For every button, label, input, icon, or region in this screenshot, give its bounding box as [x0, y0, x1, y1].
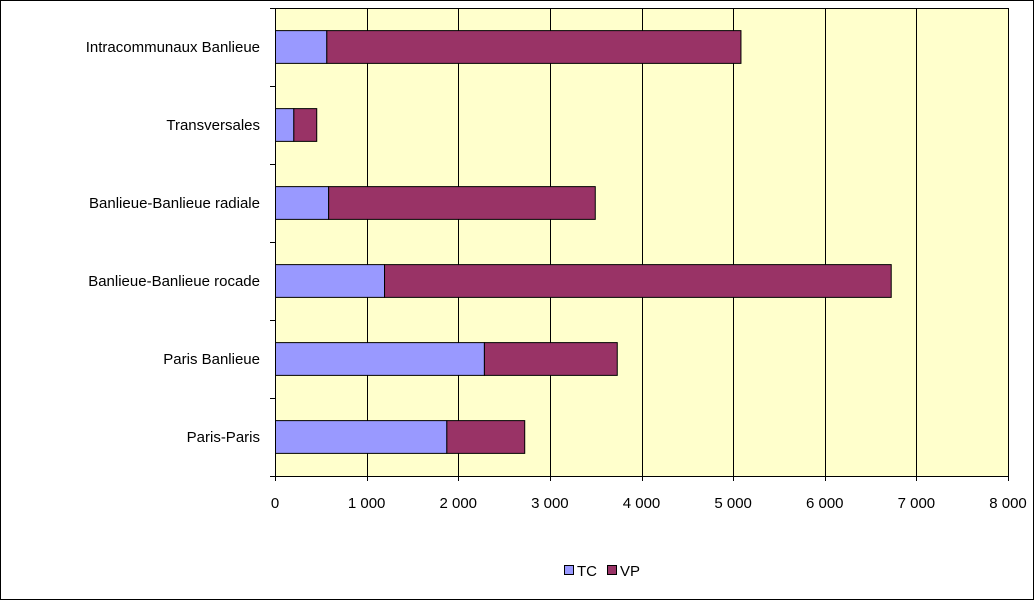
legend-swatch-vp [607, 565, 617, 575]
bar-tc [275, 108, 295, 142]
x-tick-label: 7 000 [898, 495, 936, 512]
x-tick-label: 6 000 [806, 495, 844, 512]
legend-swatch-tc [564, 565, 574, 575]
bar-vp [384, 264, 892, 298]
x-tick-label: 0 [271, 495, 279, 512]
x-tick-label: 8 000 [989, 495, 1027, 512]
category-label: Banlieue-Banlieue radiale [89, 195, 260, 212]
category-labels: Paris-Paris Paris Banlieue Banlieue-Banlie… [86, 39, 260, 446]
legend-label-tc: TC [577, 563, 597, 580]
bar-vp [446, 420, 526, 454]
gridlines [367, 8, 1009, 476]
x-tick-label: 3 000 [531, 495, 569, 512]
legend-label-vp: VP [620, 563, 640, 580]
bar-vp [293, 108, 318, 142]
legend: TC VP [564, 563, 640, 580]
x-tick-label: 1 000 [348, 495, 386, 512]
category-label: Intracommunaux Banlieue [86, 39, 260, 56]
x-tick-labels: 0 1 000 2 000 3 000 4 000 5 000 6 000 7 000 8 00… [271, 495, 1027, 512]
bar-vp [483, 342, 618, 376]
bar-tc [275, 342, 485, 376]
x-tick-label: 5 000 [714, 495, 752, 512]
axes [270, 8, 1009, 481]
x-tick-label: 4 000 [623, 495, 661, 512]
bar-tc [275, 420, 448, 454]
bar-tc [275, 30, 328, 64]
category-label: Paris-Paris [187, 429, 260, 446]
category-label: Banlieue-Banlieue rocade [88, 273, 260, 290]
category-label: Transversales [166, 117, 260, 134]
bar-vp [328, 186, 596, 220]
bar-tc [275, 186, 330, 220]
bar-tc [275, 264, 386, 298]
x-tick-label: 2 000 [439, 495, 477, 512]
bar-vp [326, 30, 742, 64]
category-label: Paris Banlieue [163, 351, 260, 368]
bars [275, 30, 892, 454]
